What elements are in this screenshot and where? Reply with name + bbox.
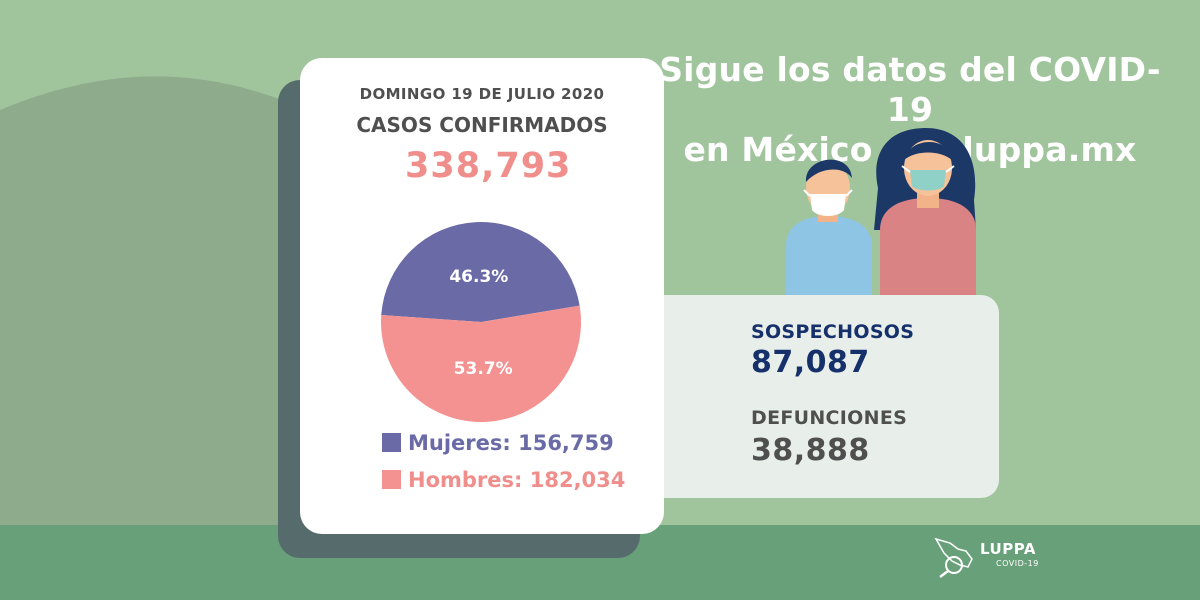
man-body-icon <box>786 216 872 300</box>
report-date: DOMINGO 19 DE JULIO 2020 <box>359 85 605 103</box>
logo-name: LUPPA <box>980 540 1036 558</box>
legend-swatch-mujeres <box>382 433 401 452</box>
confirmed-cases-value: 338,793 <box>405 146 572 186</box>
man-mask-icon <box>810 194 846 216</box>
legend-label-hombres: Hombres: 182,034 <box>408 468 626 492</box>
deaths-label: DEFUNCIONES <box>751 407 908 429</box>
suspected-value: 87,087 <box>751 345 870 380</box>
legend-item-hombres: Hombres: 182,034 <box>382 468 625 492</box>
luppa-logo-icon <box>934 537 973 578</box>
woman-body-icon <box>880 198 976 300</box>
pie-label-mujeres: 46.3% <box>449 267 508 287</box>
headline-line-1: Sigue los datos del COVID-19 <box>659 50 1161 129</box>
pie-slice-hombres <box>381 305 581 423</box>
legend-item-mujeres: Mujeres: 156,759 <box>382 431 614 455</box>
legend-swatch-hombres <box>382 470 401 489</box>
logo-subtitle: COVID-19 <box>996 559 1039 568</box>
suspected-label: SOSPECHOSOS <box>751 321 915 343</box>
cases-card: DOMINGO 19 DE JULIO 2020 CASOS CONFIRMAD… <box>300 58 664 534</box>
pie-chart: 46.3% 53.7% <box>381 222 581 423</box>
man-hair-icon <box>805 159 852 182</box>
pie-slice-mujeres <box>381 222 580 322</box>
woman-mask-icon <box>910 170 946 191</box>
pie-label-hombres: 53.7% <box>454 359 513 379</box>
secondary-stats-card: SOSPECHOSOS 87,087 DEFUNCIONES 38,888 <box>664 295 999 498</box>
deaths-value: 38,888 <box>751 433 870 468</box>
confirmed-cases-label: CASOS CONFIRMADOS <box>356 113 608 137</box>
masked-people-illustration <box>786 128 976 300</box>
legend-label-mujeres: Mujeres: 156,759 <box>408 431 614 455</box>
